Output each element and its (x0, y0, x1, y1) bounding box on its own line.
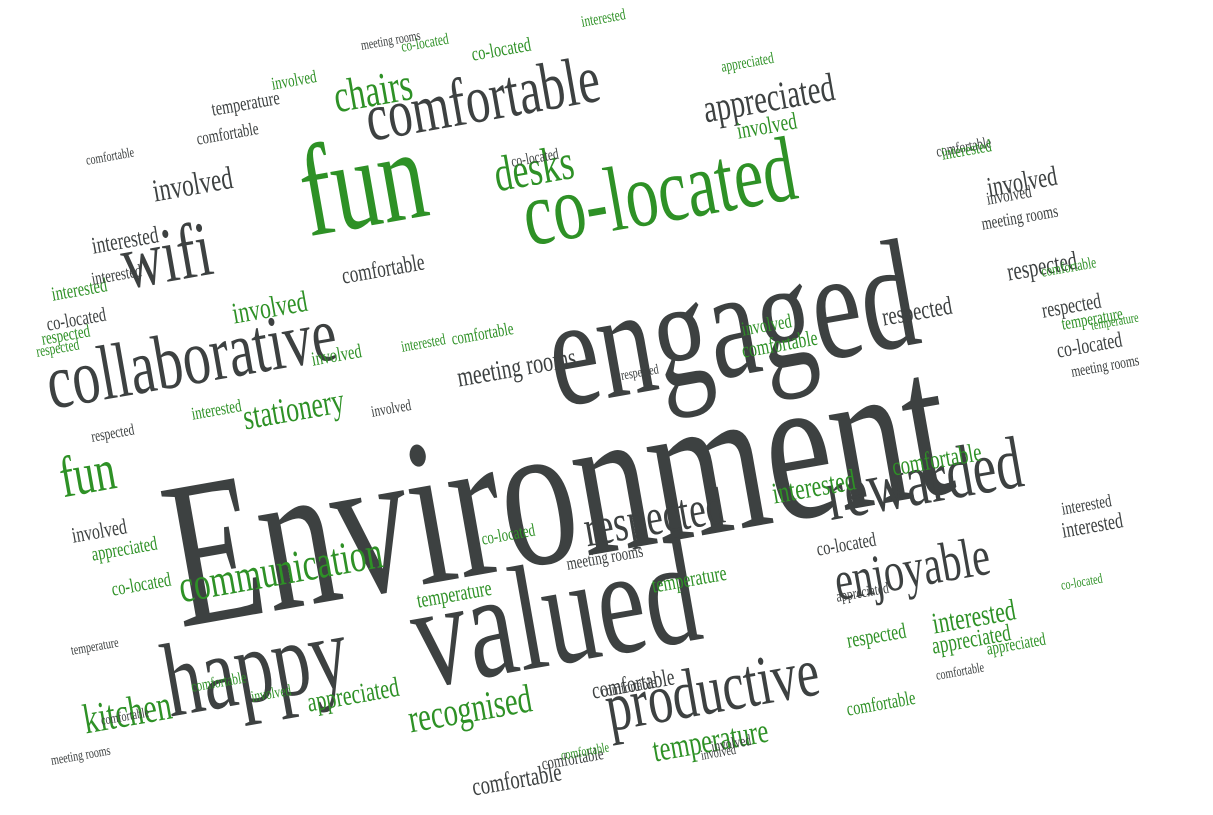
cloud-word: comfortable (449, 318, 515, 349)
cloud-word: temperature (69, 635, 120, 659)
cloud-word: comfortable (934, 660, 986, 684)
cloud-word: co-located (109, 568, 173, 601)
cloud-word: wifi (114, 204, 219, 306)
cloud-word: respected (844, 617, 908, 653)
cloud-word: involved (269, 66, 318, 94)
cloud-word: involved (149, 159, 236, 209)
cloud-word: comfortable (194, 118, 260, 149)
cloud-word: comfortable (844, 686, 918, 721)
cloud-word: meeting rooms (49, 743, 112, 769)
cloud-word: desks (489, 133, 578, 203)
cloud-word: fun (54, 436, 121, 511)
cloud-word: appreciated (719, 49, 776, 76)
cloud-word: interested (579, 6, 627, 31)
cloud-word: co-located (1059, 571, 1104, 594)
cloud-word: temperature (209, 87, 282, 121)
cloud-word: interested (939, 135, 993, 164)
cloud-word: respected (89, 421, 136, 446)
cloud-word: interested (399, 331, 447, 356)
cloud-word: comfortable (84, 145, 136, 169)
